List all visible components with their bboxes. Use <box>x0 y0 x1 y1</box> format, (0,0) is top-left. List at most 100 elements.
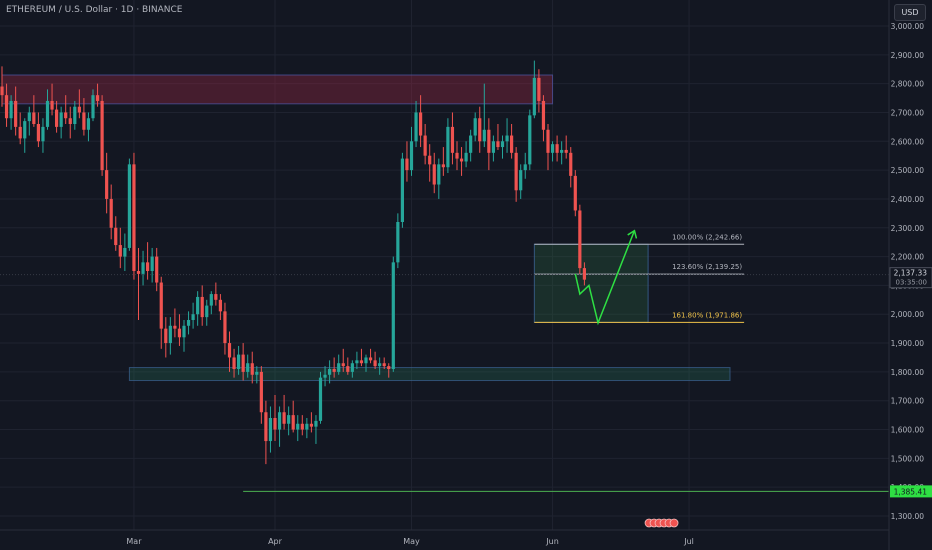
projection-arrowhead <box>627 229 638 239</box>
candle-body <box>450 126 455 153</box>
event-marker-icon <box>669 518 679 528</box>
candle-body <box>191 314 195 320</box>
candle-body <box>9 100 13 119</box>
candle-body <box>287 415 291 424</box>
candle-body <box>259 371 263 413</box>
support-zone <box>128 367 731 382</box>
candle-body <box>464 152 468 162</box>
price-tick-label: 1,300.00 <box>891 512 925 521</box>
candle-body <box>0 86 4 96</box>
candle-body <box>91 95 95 119</box>
candle-body <box>446 126 450 168</box>
support-level-tag <box>890 485 932 498</box>
candle-body <box>177 328 182 338</box>
candle-body <box>469 135 473 153</box>
price-tick-label: 2,900.00 <box>891 51 925 60</box>
candle-body <box>555 144 559 153</box>
candle-body <box>496 141 500 148</box>
candle-body <box>455 152 459 159</box>
candle-body <box>523 164 527 171</box>
candle-body <box>196 296 200 315</box>
countdown-label: 03:35:00 <box>896 279 927 287</box>
candle-body <box>105 170 109 199</box>
chart-title: ETHEREUM / U.S. Dollar · 1D · BINANCE <box>6 5 183 15</box>
candle-body <box>150 256 154 271</box>
candle-body <box>487 129 491 153</box>
candle-body <box>482 129 486 142</box>
candle-body <box>519 170 523 191</box>
candle-body <box>118 245 122 257</box>
price-tick-label: 1,800.00 <box>891 368 925 377</box>
candle-body <box>50 100 54 110</box>
candle-body <box>55 109 59 127</box>
price-tick-label: 2,600.00 <box>891 137 925 146</box>
candle-body <box>382 363 386 367</box>
candle-body <box>332 369 336 372</box>
price-tick-label: 1,600.00 <box>891 426 925 435</box>
price-tick-label: 3,000.00 <box>891 22 925 31</box>
candle-body <box>132 164 136 271</box>
candle-body <box>68 118 72 124</box>
candle-body <box>82 112 86 130</box>
candle-body <box>409 141 414 171</box>
candle-body <box>18 126 22 139</box>
candle-body <box>378 363 382 367</box>
candle-body <box>114 227 118 246</box>
candle-body <box>400 158 404 222</box>
price-tick-label: 2,400.00 <box>891 195 925 204</box>
candle-body <box>423 135 427 156</box>
candle-body <box>32 112 36 124</box>
candle-body <box>305 423 309 430</box>
candle-body <box>41 126 45 142</box>
candle-body <box>550 144 555 153</box>
current-price-tag <box>889 267 932 289</box>
candle-body <box>246 363 250 372</box>
candle-body <box>282 412 286 424</box>
candle-body <box>355 360 359 364</box>
candle-body <box>250 363 254 375</box>
candle-body <box>168 325 172 344</box>
candle-body <box>209 294 213 306</box>
fib-level-label: 123.60% (2,139.25) <box>672 263 742 271</box>
candle-body <box>146 262 150 271</box>
candle-body <box>95 95 100 101</box>
price-tick-label: 1,500.00 <box>891 454 925 463</box>
fib-level-label: 161.80% (1,971.86) <box>672 311 742 319</box>
candle-body <box>264 412 268 442</box>
candle-body <box>291 415 295 430</box>
candle-body <box>505 135 509 142</box>
candle-body <box>159 282 163 329</box>
candle-body <box>59 112 63 127</box>
candle-body <box>478 118 482 142</box>
candle-body <box>373 360 377 367</box>
projection-path <box>574 230 636 326</box>
candle-body <box>368 357 373 361</box>
price-tick-label: 2,200.00 <box>891 253 925 262</box>
candle-body <box>537 77 541 101</box>
price-tick-label: 2,300.00 <box>891 224 925 233</box>
candle-body <box>560 149 564 153</box>
candle-body <box>23 121 27 139</box>
candle-body <box>277 412 282 430</box>
candle-body <box>578 210 582 269</box>
candle-body <box>268 418 273 442</box>
candle-body <box>582 268 586 280</box>
candle-body <box>364 357 368 364</box>
price-tick-label: 2,800.00 <box>891 80 925 89</box>
candle-body <box>309 423 313 427</box>
candle-body <box>164 328 168 344</box>
candle-body <box>223 311 227 344</box>
candle-body <box>182 325 186 338</box>
candle-body <box>232 357 236 369</box>
candle-body <box>546 129 550 153</box>
candle-body <box>14 100 18 127</box>
time-tick-label: Mar <box>126 537 142 546</box>
candle-body <box>491 141 495 153</box>
candle-body <box>541 100 546 130</box>
candle-body <box>514 152 518 191</box>
candle-body <box>414 112 418 142</box>
candle-body <box>109 198 113 228</box>
supply-zone <box>1 74 554 105</box>
currency-button[interactable]: USD <box>894 4 926 21</box>
